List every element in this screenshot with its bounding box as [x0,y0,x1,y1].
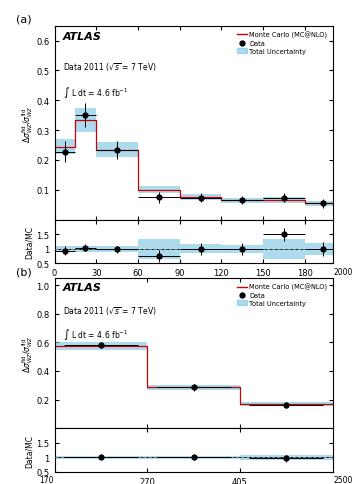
Text: 2500: 2500 [333,475,352,484]
Text: $\int$ L dt = 4.6 fb$^{-1}$: $\int$ L dt = 4.6 fb$^{-1}$ [63,326,128,341]
Text: ATLAS: ATLAS [63,283,102,293]
Text: (a): (a) [15,15,31,25]
Text: 170: 170 [39,475,54,484]
Y-axis label: $\Delta\sigma_{WZ}^{\mathrm{fid}}/\sigma_{WZ}^{\mathrm{fid}}$: $\Delta\sigma_{WZ}^{\mathrm{fid}}/\sigma… [20,334,35,372]
Text: Data 2011 ($\sqrt{s}$ = 7 TeV): Data 2011 ($\sqrt{s}$ = 7 TeV) [63,61,157,74]
Y-axis label: $\Delta\sigma_{WZ}^{\mathrm{fid}}/\sigma_{WZ}^{\mathrm{fid}}$: $\Delta\sigma_{WZ}^{\mathrm{fid}}/\sigma… [20,105,35,142]
Text: ATLAS: ATLAS [63,32,102,43]
X-axis label: $p_\mathrm{T}^{Z}$ [GeV]: $p_\mathrm{T}^{Z}$ [GeV] [173,279,214,294]
Y-axis label: Data/MC: Data/MC [25,434,34,467]
Text: $\int$ L dt = 4.6 fb$^{-1}$: $\int$ L dt = 4.6 fb$^{-1}$ [63,85,128,100]
Text: 2000: 2000 [333,267,352,276]
Text: (b): (b) [15,267,31,277]
Text: Data 2011 ($\sqrt{s}$ = 7 TeV): Data 2011 ($\sqrt{s}$ = 7 TeV) [63,305,157,318]
Legend: Monte Carlo (MC@NLO), Data, Total Uncertainty: Monte Carlo (MC@NLO), Data, Total Uncert… [234,30,329,57]
Y-axis label: Data/MC: Data/MC [25,226,34,258]
Legend: Monte Carlo (MC@NLO), Data, Total Uncertainty: Monte Carlo (MC@NLO), Data, Total Uncert… [234,282,329,308]
